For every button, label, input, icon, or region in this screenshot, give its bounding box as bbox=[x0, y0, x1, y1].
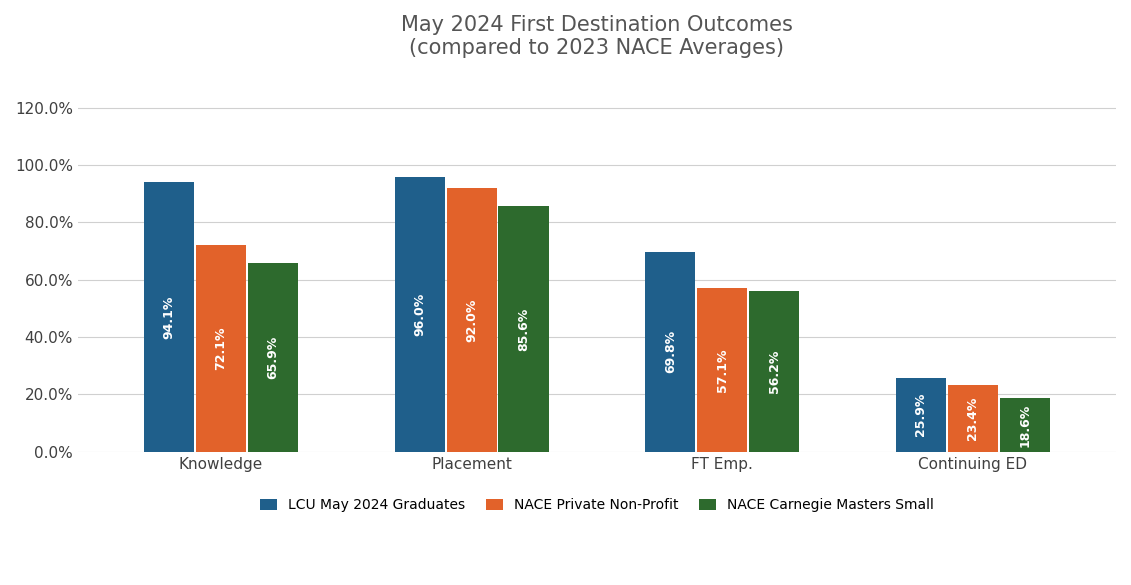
Bar bbox=[447, 188, 497, 452]
Text: 92.0%: 92.0% bbox=[465, 298, 478, 342]
Bar bbox=[697, 288, 748, 452]
Text: 25.9%: 25.9% bbox=[914, 393, 927, 436]
Text: 69.8%: 69.8% bbox=[664, 330, 676, 373]
Text: 23.4%: 23.4% bbox=[966, 397, 979, 440]
Bar bbox=[948, 385, 998, 452]
Bar bbox=[1000, 398, 1050, 452]
Bar bbox=[144, 182, 195, 452]
Bar bbox=[646, 252, 696, 452]
Bar bbox=[749, 291, 800, 452]
Text: 85.6%: 85.6% bbox=[517, 308, 530, 351]
Text: 94.1%: 94.1% bbox=[163, 295, 175, 339]
Text: 96.0%: 96.0% bbox=[413, 292, 426, 336]
Text: 57.1%: 57.1% bbox=[716, 348, 728, 392]
Text: 56.2%: 56.2% bbox=[768, 350, 780, 393]
Bar bbox=[196, 245, 247, 452]
Text: 72.1%: 72.1% bbox=[215, 326, 227, 370]
Bar bbox=[896, 377, 946, 452]
Bar bbox=[395, 177, 444, 452]
Bar bbox=[248, 263, 297, 452]
Text: 65.9%: 65.9% bbox=[267, 336, 279, 379]
Legend: LCU May 2024 Graduates, NACE Private Non-Profit, NACE Carnegie Masters Small: LCU May 2024 Graduates, NACE Private Non… bbox=[253, 491, 941, 519]
Bar bbox=[499, 207, 549, 452]
Title: May 2024 First Destination Outcomes
(compared to 2023 NACE Averages): May 2024 First Destination Outcomes (com… bbox=[402, 15, 793, 58]
Text: 18.6%: 18.6% bbox=[1018, 404, 1031, 447]
